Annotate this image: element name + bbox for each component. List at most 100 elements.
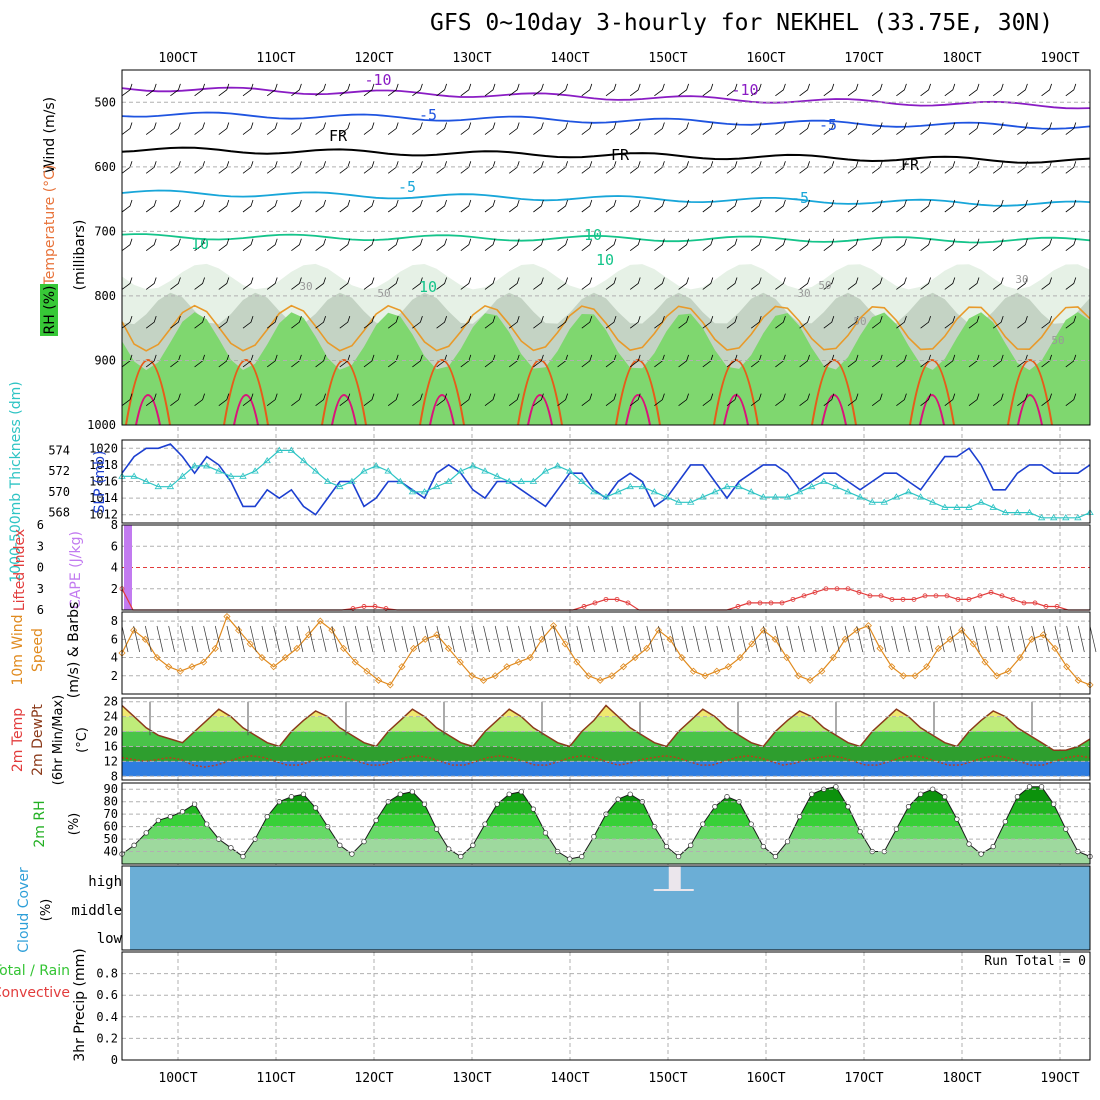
thickness-point [323,477,332,484]
temp-band [122,705,1090,717]
lifted-index-point [383,606,389,611]
wind-barb [678,354,689,368]
thickness-point [190,462,199,469]
wind-barb [533,316,544,329]
contour-label: 50 [818,279,831,292]
thickness-point [953,503,961,510]
rh-point [1038,784,1045,790]
wind-ylabel-3: (m/s) & Barbs [66,602,82,699]
thickness-point [299,456,308,464]
surface-wind-barb [914,625,922,653]
wind-barb [557,199,568,213]
wind-barb [291,83,302,97]
wind-barb [581,161,593,174]
wind-barb [412,277,423,290]
contour-label: -10 [731,81,758,99]
surface-wind-barb [891,625,899,653]
wind-barb [412,122,423,135]
wind-speed-point [223,612,231,621]
wind-speed-point [468,672,476,680]
sounding-panel-frame [121,69,1091,426]
wind-barb [339,83,351,97]
wind-barb [145,393,157,406]
surface-wind-barb [774,625,782,653]
contour-label: -5 [791,189,809,207]
wind-barb [992,316,1004,329]
thickness-point [892,493,901,500]
wind-barb [750,83,762,97]
surface-wind-barb [751,625,759,653]
li-ylabel: Lifted Index [12,529,28,611]
hot-isotherm [331,394,357,426]
wind-barb [291,277,302,290]
wind-barb [170,316,181,329]
surface-wind-barb [588,625,595,653]
wind-speed-point [993,672,1001,680]
wind-barb [121,316,133,329]
cloud-unit: (%) [39,899,54,922]
surface-wind-barb [879,625,887,653]
temp-band [122,761,1090,777]
precip-ylabel3: Convective [0,985,70,1001]
surface-wind-barb [273,625,280,653]
surface-wind-barb [168,625,175,653]
wind-barb [726,122,738,135]
wind-barb [266,161,278,174]
hot-isotherm [919,394,945,426]
wind-barb [920,393,931,406]
wind-barb [750,199,762,213]
contour-label: -5 [419,106,437,124]
wind-barb [968,83,980,97]
precip-ylabel: 3hr Precip (mm) [72,948,88,1061]
surface-wind-barb [961,625,969,653]
wind-barb [436,199,447,213]
wind-barb [218,354,230,368]
wind-barb [823,122,835,135]
rh-tick-label: 50 [104,832,118,846]
wind-barb [121,238,133,252]
slp-panel-frame [121,439,1091,524]
wind-barb [629,277,641,290]
thickness-point [444,477,453,484]
wind-barb [194,316,205,329]
wind-barb [992,354,1004,368]
lifted-index-point [581,604,587,609]
lifted-index-point [625,600,631,606]
wind-barb [412,238,423,252]
cape-panel-frame [121,524,1091,611]
wind-barb [920,316,931,329]
surface-wind-barb [728,625,735,653]
lifted-index-point [1032,600,1038,606]
surface-wind-barb [319,625,327,653]
wind-barb [557,316,568,329]
temp-tick-label: 24 [104,710,118,724]
wind-speed-point [328,626,336,634]
surface-wind-barb [424,625,432,653]
surface-wind-barb [949,625,957,653]
wind-barb [581,354,593,368]
precip-tick-label: 0.4 [96,1010,118,1024]
wind-barb [678,122,689,135]
wind-barb [460,238,472,252]
wind-barb [194,122,205,135]
sounding-ylabel-temp: Temperature (°C) [42,165,58,287]
lifted-index-point [944,593,950,599]
wind-barb [1041,277,1052,290]
thickness-point [868,498,876,505]
rh-point [397,791,403,797]
wind-barb [702,277,714,290]
rh-point [433,826,440,832]
lifted-index-point [779,600,785,606]
wind-speed-point [549,622,558,630]
wind-barb [992,238,1004,252]
contour-label: FR [329,127,348,145]
wind-speed-point [876,644,884,653]
thickness-point [807,482,816,490]
wind-barb [315,161,326,174]
wind-speed-point [165,663,173,671]
wind-barb [944,122,956,135]
rh-point [482,821,488,827]
wind-speed-point [596,676,604,684]
wind-barb [775,277,786,290]
wind-barb [678,199,689,213]
